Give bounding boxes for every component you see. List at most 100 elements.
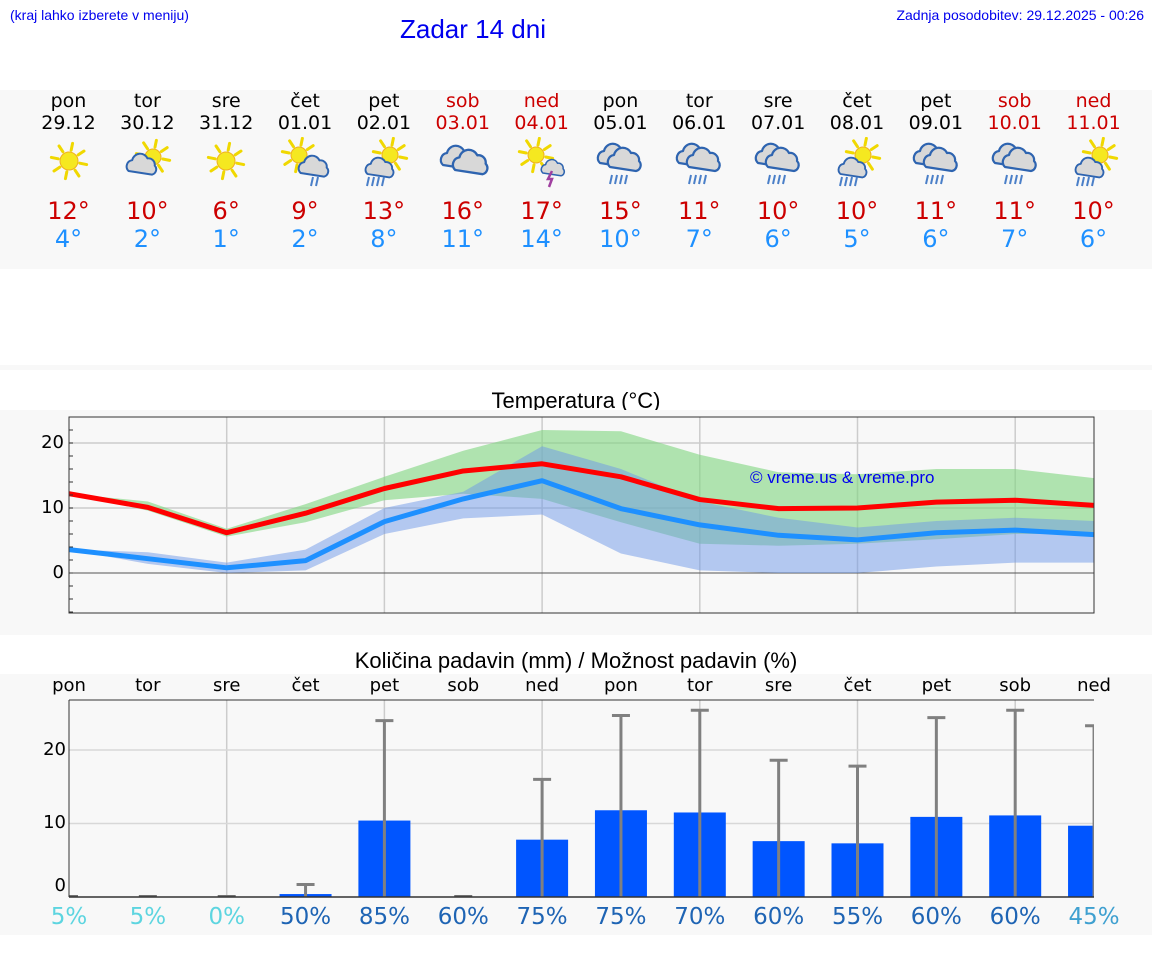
temperature-chart-title: Temperatura (°C): [491, 388, 661, 413]
min-temp: 6°: [764, 225, 792, 253]
precip-day-label: sob: [999, 675, 1032, 696]
max-temp: 9°: [291, 197, 319, 225]
max-temp: 11°: [914, 197, 958, 225]
sun-icon: [49, 141, 88, 181]
day-column: pet 02.01 13° 8°: [344, 90, 423, 253]
precip-day-label: pet: [369, 675, 400, 696]
precip-day-label: pon: [52, 675, 86, 696]
day-name: ned: [1075, 90, 1112, 112]
cloud-rain-icon: [991, 142, 1037, 185]
precip-chance: 85%: [358, 904, 410, 930]
cloud-rain-icon: [597, 142, 643, 185]
min-temp: 8°: [370, 225, 398, 253]
precip-chance: 75%: [516, 904, 568, 930]
day-date: 31.12: [198, 112, 254, 134]
precip-day-label: pon: [604, 675, 638, 696]
day-name: sob: [997, 90, 1032, 112]
day-column: sob 03.01 16° 11°: [423, 90, 502, 253]
precip-day-label: ned: [525, 675, 560, 696]
temp-ytick-20: 20: [41, 432, 64, 453]
forecast-panel: [0, 90, 1152, 269]
separator: [0, 365, 1152, 370]
precip-day-labels: pon tor sre čet pet sob ned pon tor sre čet pet sob n…: [0, 675, 1152, 699]
cloud-rain-icon: [754, 142, 800, 185]
max-temp: 11°: [993, 197, 1036, 225]
day-date: 08.01: [829, 112, 885, 134]
precip-chance: 60%: [910, 904, 962, 930]
max-temp: 12°: [47, 197, 90, 225]
city-menu-hint[interactable]: (kraj lahko izberete v meniju): [10, 7, 189, 23]
day-column: čet 08.01 10° 5°: [818, 90, 897, 253]
precip-chance: 60%: [753, 904, 805, 930]
precip-ytick-20: 20: [43, 739, 66, 760]
day-column: pon 29.12 12° 4°: [29, 90, 108, 253]
temp-ytick-0: 0: [52, 562, 64, 583]
min-temp: 14°: [520, 225, 563, 253]
precip-chance: 5%: [50, 904, 88, 930]
precip-chance: 75%: [595, 904, 647, 930]
day-date: 04.01: [514, 112, 569, 134]
day-date: 07.01: [750, 112, 806, 134]
day-name: ned: [523, 90, 560, 112]
day-date: 03.01: [435, 112, 490, 134]
min-temp: 4°: [54, 225, 83, 253]
day-date: 11.01: [1066, 112, 1121, 134]
day-name: pet: [920, 90, 952, 112]
precip-day-label: čet: [291, 675, 320, 696]
day-column: čet 01.01 9° 2°: [266, 90, 345, 253]
max-temp: 15°: [599, 197, 642, 225]
max-temp: 13°: [362, 197, 406, 225]
min-temp: 11°: [441, 225, 485, 253]
min-temp: 7°: [1001, 225, 1029, 253]
last-update: Zadnja posodobitev: 29.12.2025 - 00:26: [896, 7, 1144, 23]
precip-chance: 5%: [129, 904, 167, 930]
day-column: pon 05.01 15° 10°: [581, 90, 660, 253]
sun-cloud-icon: [126, 138, 172, 176]
precip-day-label: čet: [843, 675, 872, 696]
daily-forecast: pon 29.12 12° 4° tor 30.12 10° 2° sre 31.12 6° 1° če…: [29, 90, 1149, 260]
day-name: čet: [290, 90, 320, 112]
max-temp: 10°: [126, 197, 169, 225]
day-name: čet: [842, 90, 872, 112]
day-column: ned 11.01 10° 6°: [1054, 90, 1133, 253]
day-column: tor 30.12 10° 2°: [108, 90, 187, 253]
max-temp: 6°: [212, 197, 240, 225]
day-date: 05.01: [593, 112, 648, 134]
day-column: ned 04.01 17° 14°: [502, 90, 581, 253]
page-title: Zadar 14 dni: [400, 14, 546, 44]
max-temp: 10°: [1072, 197, 1115, 225]
day-name: pon: [50, 90, 87, 112]
cloudy-icon: [439, 144, 489, 176]
precip-chance-row: 5% 5% 0% 50% 85% 60% 75% 75% 70% 60% 55% 60% 60% 45%: [0, 904, 1152, 934]
day-date: 10.01: [987, 112, 1042, 134]
day-name: sre: [763, 90, 793, 112]
precip-day-label: tor: [135, 675, 161, 696]
min-temp: 6°: [1079, 225, 1108, 253]
day-name: sob: [445, 90, 480, 112]
sun-cloud-light-rain-icon: [280, 136, 330, 187]
sun-icon: [207, 141, 246, 181]
precip-chance: 60%: [989, 904, 1041, 930]
precip-chance: 70%: [674, 904, 726, 930]
precip-day-label: sre: [212, 675, 241, 696]
day-date: 01.01: [277, 112, 333, 134]
min-temp: 2°: [133, 225, 161, 253]
min-temp: 1°: [212, 225, 240, 253]
precip-chart-title: Količina padavin (mm) / Možnost padavin …: [354, 648, 798, 673]
day-date: 02.01: [356, 112, 412, 134]
precip-day-label: ned: [1077, 675, 1111, 696]
min-temp: 10°: [599, 225, 642, 253]
max-temp: 17°: [520, 197, 563, 225]
sun-thunderstorm-icon: [517, 136, 565, 188]
precip-ytick-10: 10: [43, 812, 66, 833]
temp-ytick-10: 10: [41, 497, 64, 518]
precip-chance: 0%: [208, 904, 245, 930]
day-name: sre: [211, 90, 241, 112]
precip-chance: 45%: [1068, 904, 1120, 930]
day-column: sre 31.12 6° 1°: [187, 90, 266, 253]
max-temp: 10°: [835, 197, 879, 225]
min-temp: 7°: [685, 225, 713, 253]
sun-cloud-rain-icon: [364, 136, 409, 187]
